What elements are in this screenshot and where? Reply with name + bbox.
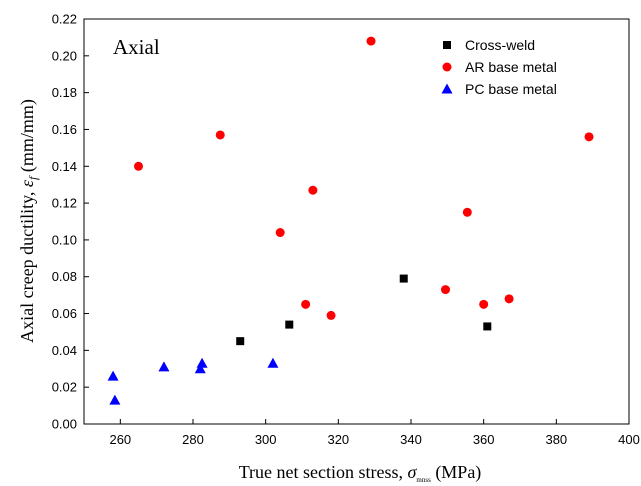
data-points [107,36,594,405]
legend-label-pc-base-metal: PC base metal [465,81,557,97]
x-tick-label: 400 [618,432,640,447]
x-tick-label: 380 [545,432,567,447]
y-axis-label-unit: (mm/mm) [17,99,38,177]
legend-label-cross-weld: Cross-weld [465,37,535,53]
x-axis-label-subscript: mnss [416,476,431,484]
legend-marker-ar-base-metal [442,62,452,72]
y-axis-label-symbol: ε [17,179,37,187]
y-tick-label: 0.22 [52,12,77,27]
cross-weld-point [399,274,408,283]
x-axis-label: True net section stress, σmnss (MPa) [239,462,482,484]
cross-weld-point [285,320,294,329]
pc-base-metal-point [158,361,170,372]
y-axis-label-main: Axial creep ductility, [17,187,37,343]
y-tick-label: 0.06 [52,306,77,321]
ar-base-metal-point [504,294,514,304]
y-tick-label: 0.14 [52,159,77,174]
panel-annotation: Axial [113,35,160,59]
cross-weld-point [483,322,492,331]
x-tick-label: 360 [473,432,495,447]
ar-base-metal-point [275,228,285,238]
y-tick-label: 0.10 [52,232,77,247]
y-tick-label: 0.08 [52,269,77,284]
ar-base-metal-point [308,185,318,195]
legend: Cross-weld AR base metal PC base metal [441,37,557,97]
x-tick-label: 320 [327,432,349,447]
y-axis-label-subscript: f [26,175,40,180]
legend-label-ar-base-metal: AR base metal [465,59,557,75]
ar-base-metal-point [366,36,376,46]
pc-base-metal-point [109,394,121,405]
ar-base-metal-point [479,299,489,309]
x-tick-label: 300 [255,432,277,447]
ar-base-metal-point [441,285,451,295]
x-axis-label-main: True net section stress, [239,462,408,482]
cross-weld-point [236,337,245,346]
x-axis-label-symbol: σ [408,462,418,482]
x-axis-label-unit: (MPa) [431,462,482,483]
legend-marker-pc-base-metal [441,83,453,94]
ar-base-metal-point [462,207,472,217]
pc-base-metal-point [196,357,208,368]
y-tick-label: 0.00 [52,417,77,432]
x-axis-ticks: 260 280 300 320 340 360 380 400 [109,419,640,447]
x-tick-label: 260 [109,432,131,447]
x-tick-label: 340 [400,432,422,447]
y-axis-ticks: 0.00 0.02 0.04 0.06 0.08 0.10 0.12 0.14 0.16 0.18… [52,12,89,432]
y-tick-label: 0.16 [52,122,77,137]
y-tick-label: 0.20 [52,48,77,63]
pc-base-metal-point [267,357,279,368]
y-tick-label: 0.12 [52,196,77,211]
ar-base-metal-point [584,132,594,142]
y-axis-label: Axial creep ductility, εf (mm/mm) [17,99,40,343]
plot-frame [83,18,630,425]
y-tick-label: 0.04 [52,343,77,358]
ar-base-metal-point [326,310,336,320]
pc-base-metal-point [107,370,119,381]
x-tick-label: 280 [182,432,204,447]
ar-base-metal-point [215,130,225,140]
legend-marker-cross-weld [443,41,451,49]
y-tick-label: 0.18 [52,85,77,100]
ar-base-metal-point [301,299,311,309]
ar-base-metal-point [134,161,143,171]
y-tick-label: 0.02 [52,380,77,395]
pc-base-metal-point [194,363,206,374]
